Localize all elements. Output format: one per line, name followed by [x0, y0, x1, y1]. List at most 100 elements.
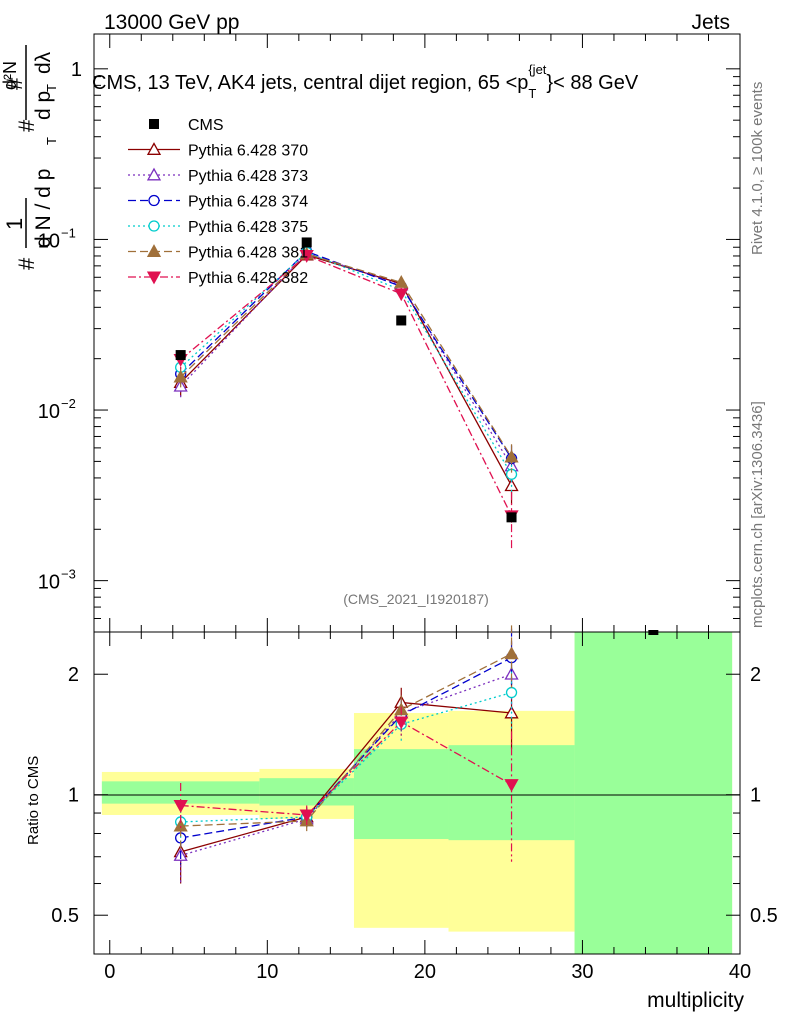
ratio-panel-frame	[93, 631, 741, 955]
svg-text:#: #	[2, 77, 27, 90]
ratio-uncertainty-bands	[101, 632, 733, 954]
green-band-4	[574, 632, 733, 954]
ratio-y-tick-label-right: 2	[750, 664, 761, 686]
main-series-line	[180, 254, 513, 487]
svg-text:d N / d p: d N / d p	[32, 169, 55, 248]
ratio-marker	[299, 809, 314, 823]
cms-point	[175, 350, 186, 361]
legend-entry-6: Pythia 6.428 382	[128, 270, 308, 287]
legend-entry-4: Pythia 6.428 375	[128, 219, 308, 236]
ratio-series-line	[180, 691, 512, 823]
ratio-y-axis-label: Ratio to CMS	[25, 756, 42, 845]
legend-label: Pythia 6.428 381	[188, 245, 308, 262]
svg-text:dλ: dλ	[32, 51, 55, 74]
main-series-line	[180, 250, 513, 459]
legend-label: CMS	[188, 117, 224, 134]
header-jets: Jets	[691, 11, 730, 34]
main-series-line	[180, 254, 513, 517]
main-y-tick-label: 10	[38, 572, 60, 594]
main-y-tick-exponent: −3	[61, 567, 76, 582]
legend-marker	[148, 194, 160, 207]
legend-label: Pythia 6.428 375	[188, 219, 308, 236]
main-series-lines	[173, 245, 519, 551]
main-y-tick-exponent: −1	[61, 225, 76, 240]
ratio-series-line	[180, 653, 512, 827]
legend-entry-0: CMS	[149, 117, 224, 134]
legend-label: Pythia 6.428 382	[188, 270, 308, 287]
ratio-series-5	[173, 706, 519, 862]
legend-marker	[146, 142, 162, 155]
legend-marker	[146, 167, 162, 181]
legend-marker	[146, 271, 162, 285]
main-y-axis: 10 −310 −210 −11	[38, 59, 740, 633]
main-series-line	[180, 253, 513, 458]
legend-label: Pythia 6.428 374	[188, 194, 308, 211]
legend-marker	[148, 220, 160, 232]
x-axis-label: multiplicity	[647, 989, 744, 1012]
ratio-series-line	[180, 673, 512, 857]
main-y-tick-label: 10	[38, 230, 60, 252]
svg-text:d²N: d²N	[0, 61, 20, 90]
svg-text:T: T	[44, 84, 59, 92]
legend-entry-1: Pythia 6.428 370	[128, 142, 308, 160]
svg-text:#: #	[14, 119, 39, 132]
main-series-0	[173, 247, 519, 505]
analysis-watermark: (CMS_2021_I1920187)	[343, 591, 489, 607]
ratio-y-tick-label-right: 1	[750, 785, 761, 807]
ratio-series-line	[180, 721, 512, 816]
green-band-2	[353, 749, 449, 840]
main-y-tick-exponent: −2	[61, 396, 76, 411]
plot-title: CMS, 13 TeV, AK4 jets, central dijet reg…	[92, 62, 639, 101]
legend-entry-2: Pythia 6.428 373	[128, 167, 308, 185]
ratio-marker	[173, 800, 188, 813]
main-y-tick-label: 10	[38, 401, 60, 423]
ratio-y-tick-label: 1	[68, 785, 79, 807]
main-series-5	[173, 250, 519, 551]
cms-point	[506, 512, 517, 523]
legend-marker	[146, 244, 162, 257]
ratio-y-axis: 0.5 0.5 1 1 2 2	[51, 664, 778, 955]
legend-entry-3: Pythia 6.428 374	[128, 194, 308, 211]
legend-label: Pythia 6.428 370	[188, 143, 308, 160]
svg-text:T: T	[44, 137, 59, 145]
mcplots-label: mcplots.cern.ch [arXiv:1306.3436]	[749, 401, 766, 628]
cms-point	[301, 237, 312, 248]
ratio-y-tick-label-right: 0.5	[750, 905, 778, 927]
main-y-tick-label: 1	[71, 59, 82, 81]
svg-text:#: #	[14, 257, 39, 270]
main-series-line	[180, 252, 513, 467]
svg-text:1: 1	[2, 218, 27, 230]
x-tick-label: 0	[104, 961, 115, 983]
main-marker	[394, 275, 409, 288]
green-band-0	[101, 781, 260, 804]
x-tick-label: 40	[729, 961, 751, 983]
ratio-y-tick-label: 0.5	[51, 905, 79, 927]
ratio-marker	[505, 686, 518, 699]
ratio-marker	[394, 716, 409, 730]
header-energy: 13000 GeV pp	[104, 11, 239, 34]
legend: CMS Pythia 6.428 370 Pythia 6.428 373 Pythi…	[128, 117, 308, 287]
main-marker	[504, 449, 519, 463]
main-series-line	[180, 251, 513, 475]
cms-point	[396, 315, 407, 326]
ratio-marker	[173, 818, 188, 832]
x-tick-label: 20	[414, 961, 436, 983]
legend-entry-5: Pythia 6.428 381	[128, 244, 308, 262]
svg-text:d p: d p	[32, 91, 55, 120]
main-y-axis-label: # 1 d N / d p T # # d²N d p T dλ	[0, 45, 59, 270]
ratio-series-lines	[173, 625, 519, 885]
x-tick-label: 30	[571, 961, 593, 983]
ratio-marker	[504, 646, 519, 660]
x-tick-label: 10	[256, 961, 278, 983]
legend-marker	[149, 119, 159, 129]
ratio-y-tick-label: 2	[68, 664, 79, 686]
main-marker	[299, 250, 314, 263]
main-marker	[173, 369, 188, 383]
x-axis: 0 10 20 30 40	[104, 34, 751, 983]
main-marker	[394, 288, 409, 302]
ratio-marker	[504, 779, 519, 792]
cms-data-points	[175, 237, 659, 635]
cms-point-offscale	[648, 630, 659, 635]
rivet-version-label: Rivet 4.1.0, ≥ 100k events	[749, 82, 766, 255]
